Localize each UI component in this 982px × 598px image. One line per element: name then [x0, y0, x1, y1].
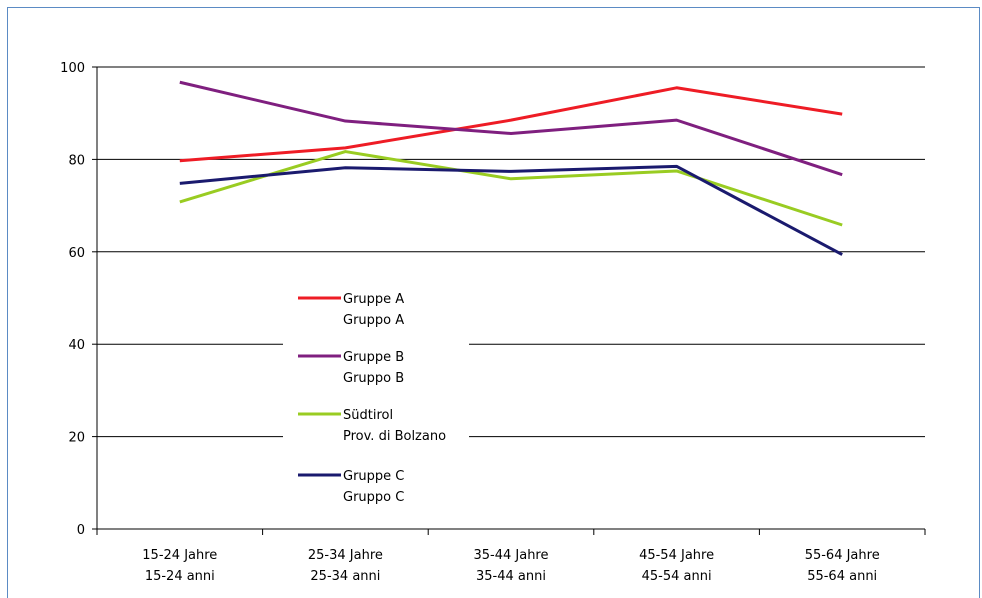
x-tick-label: 15-24 Jahre: [142, 548, 217, 563]
axes: [96, 67, 925, 530]
y-tick-label: 100: [60, 61, 85, 76]
x-tick-label: 55-64 Jahre: [805, 548, 880, 563]
legend-label: Gruppe A: [343, 292, 404, 307]
series-lines: [179, 80, 843, 256]
y-tick-label: 80: [68, 153, 85, 168]
legend-label: Gruppo C: [343, 490, 404, 505]
y-tick-label: 40: [68, 338, 85, 353]
x-tick-label: 25-34 Jahre: [308, 548, 383, 563]
x-tick-label: 35-44 anni: [476, 569, 546, 584]
legend-label: Prov. di Bolzano: [343, 429, 446, 444]
legend-label: Gruppo B: [343, 371, 404, 386]
series-line-4: [179, 164, 843, 256]
legend-label: Gruppe B: [343, 350, 404, 365]
y-tick-label: 20: [68, 431, 85, 446]
legend-label: Gruppo A: [343, 313, 404, 328]
chart-frame: [7, 7, 980, 598]
series-line-3: [179, 150, 843, 227]
y-tick-label: 0: [77, 523, 85, 538]
legend: Gruppe A Gruppo A Gruppe B Gruppo B Südtirol…: [283, 282, 469, 514]
x-tick-label: 55-64 anni: [807, 569, 877, 584]
x-tick-labels: 15-24 Jahre 15-24 anni 25-34 Jahre 25-34 an…: [96, 529, 926, 584]
y-tick-label: 60: [68, 246, 85, 261]
series-line-1: [179, 86, 843, 163]
legend-label: Gruppe C: [343, 469, 404, 484]
grid-lines: [97, 66, 925, 438]
y-tick-labels: 0 20 40 60 80 100: [60, 61, 97, 538]
series-line-2: [179, 80, 843, 177]
x-tick-label: 45-54 Jahre: [639, 548, 714, 563]
x-tick-label: 15-24 anni: [145, 569, 215, 584]
legend-label: Südtirol: [343, 408, 393, 423]
x-tick-label: 35-44 Jahre: [473, 548, 548, 563]
x-tick-label: 25-34 anni: [310, 569, 380, 584]
x-tick-label: 45-54 anni: [642, 569, 712, 584]
